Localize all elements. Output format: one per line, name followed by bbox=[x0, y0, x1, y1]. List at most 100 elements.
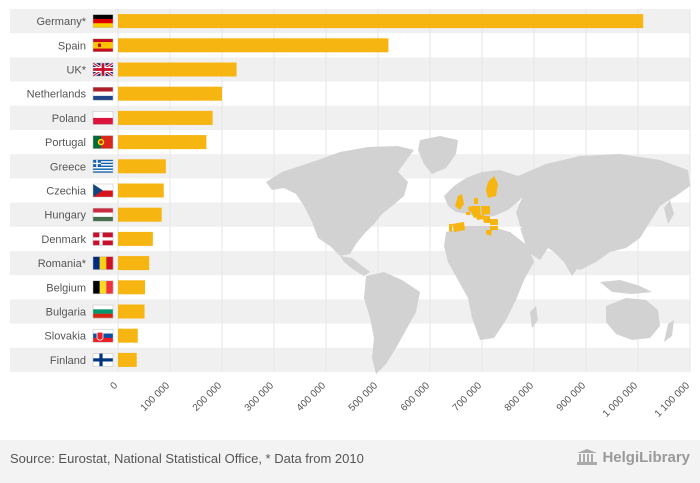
bar-row: Czechia bbox=[46, 183, 164, 198]
flag-icon bbox=[92, 111, 114, 125]
map-greenland bbox=[418, 136, 458, 174]
map-north-america bbox=[266, 146, 414, 256]
bar-row: Germany* bbox=[36, 14, 644, 29]
map-hungary bbox=[483, 219, 490, 223]
flag-icon bbox=[92, 183, 114, 198]
map-japan bbox=[664, 200, 674, 224]
category-label: Slovakia bbox=[44, 331, 86, 343]
chart: Germany* Spain UK* Netherlands Poland Portuga… bbox=[10, 9, 692, 420]
map-czechia bbox=[476, 215, 484, 220]
bar[interactable] bbox=[118, 86, 222, 101]
map-belgium bbox=[466, 212, 470, 215]
x-tick-label: 900 000 bbox=[555, 380, 589, 414]
library-icon bbox=[577, 449, 598, 465]
map-denmark bbox=[474, 198, 478, 204]
map-germany bbox=[471, 206, 481, 218]
map-indonesia bbox=[600, 280, 652, 294]
map-australia bbox=[606, 298, 660, 340]
bar[interactable] bbox=[118, 352, 137, 367]
bar-row: Spain bbox=[58, 38, 389, 53]
x-tick-label: 1 100 000 bbox=[653, 380, 693, 420]
footer bbox=[0, 440, 700, 483]
flag-icon bbox=[92, 38, 114, 53]
x-tick-label: 700 000 bbox=[451, 380, 485, 414]
bar-row: UK* bbox=[66, 61, 237, 78]
category-label: Hungary bbox=[44, 210, 86, 222]
bar-row: Romania* bbox=[38, 256, 150, 271]
flag-icon bbox=[92, 61, 114, 78]
map-arabia bbox=[520, 228, 548, 260]
bar[interactable] bbox=[118, 62, 237, 77]
category-label: Bulgaria bbox=[46, 307, 87, 319]
map-slovakia bbox=[484, 216, 490, 219]
map-spain bbox=[452, 222, 465, 232]
bar-row: Portugal bbox=[45, 135, 207, 150]
bar-row: Finland bbox=[50, 352, 137, 367]
bar-row: Bulgaria bbox=[46, 304, 145, 319]
bar[interactable] bbox=[118, 38, 389, 53]
logo-text: HelgiLibrary bbox=[602, 448, 690, 466]
bar[interactable] bbox=[118, 183, 164, 198]
map-new-zealand bbox=[664, 320, 674, 342]
bar-row: Belgium bbox=[46, 280, 146, 295]
x-tick-label: 600 000 bbox=[399, 380, 433, 414]
category-label: Czechia bbox=[46, 186, 87, 198]
bar-row: Slovakia bbox=[44, 328, 138, 343]
bar[interactable] bbox=[118, 159, 166, 174]
flag-icon bbox=[92, 256, 114, 270]
flag-icon bbox=[92, 304, 114, 319]
bar[interactable] bbox=[118, 231, 153, 246]
category-label: Portugal bbox=[45, 137, 86, 149]
x-tick-label: 100 000 bbox=[139, 380, 173, 414]
x-tick-label: 200 000 bbox=[191, 380, 225, 414]
category-label: Denmark bbox=[41, 234, 86, 246]
map-central-america bbox=[340, 256, 370, 276]
flag-icon bbox=[92, 328, 114, 343]
map-greece bbox=[486, 230, 492, 236]
bar[interactable] bbox=[118, 256, 150, 271]
category-label: Poland bbox=[52, 113, 86, 125]
flag-icon bbox=[92, 159, 114, 174]
category-label: Belgium bbox=[46, 282, 86, 294]
bar[interactable] bbox=[118, 280, 146, 295]
flag-icon bbox=[92, 280, 114, 295]
x-tick-label: 800 000 bbox=[503, 380, 537, 414]
map-portugal bbox=[449, 224, 452, 232]
bar-row: Hungary bbox=[44, 207, 162, 222]
map-india bbox=[562, 240, 584, 276]
bar-row: Greece bbox=[50, 159, 166, 174]
bar[interactable] bbox=[118, 304, 145, 319]
map-bulgaria bbox=[490, 226, 498, 230]
flag-icon bbox=[92, 232, 114, 246]
bar[interactable] bbox=[118, 110, 213, 125]
category-label: Finland bbox=[50, 355, 86, 367]
bar[interactable] bbox=[118, 135, 207, 150]
map-madagascar bbox=[530, 306, 538, 328]
map-asia bbox=[516, 154, 690, 270]
map-south-america bbox=[364, 272, 420, 374]
bar-row: Netherlands bbox=[27, 86, 222, 101]
flag-icon bbox=[92, 207, 114, 222]
x-tick-label: 400 000 bbox=[295, 380, 329, 414]
x-axis: 0 100 000 200 000 300 000 400 000 500 000 600 … bbox=[108, 380, 692, 420]
bar[interactable] bbox=[118, 207, 162, 222]
bar-row: Denmark bbox=[41, 231, 153, 246]
map-finland bbox=[486, 176, 498, 198]
map-africa bbox=[444, 226, 534, 340]
category-label: Greece bbox=[50, 161, 86, 173]
map-europe bbox=[444, 170, 528, 218]
map-uk bbox=[455, 194, 464, 210]
x-tick-label: 500 000 bbox=[347, 380, 381, 414]
category-label: Netherlands bbox=[27, 89, 87, 101]
x-tick-label: 1 000 000 bbox=[601, 380, 641, 420]
flag-icon bbox=[92, 86, 114, 101]
source-note: Source: Eurostat, National Statistical O… bbox=[10, 451, 364, 466]
bar[interactable] bbox=[118, 328, 138, 343]
category-label: Germany* bbox=[36, 16, 86, 28]
category-label: Spain bbox=[58, 40, 86, 52]
world-map bbox=[266, 136, 690, 374]
flag-icon bbox=[92, 135, 114, 149]
x-tick-label: 0 bbox=[108, 380, 120, 392]
helgilibrary-logo[interactable]: HelgiLibrary bbox=[576, 448, 690, 466]
bar[interactable] bbox=[118, 14, 644, 29]
